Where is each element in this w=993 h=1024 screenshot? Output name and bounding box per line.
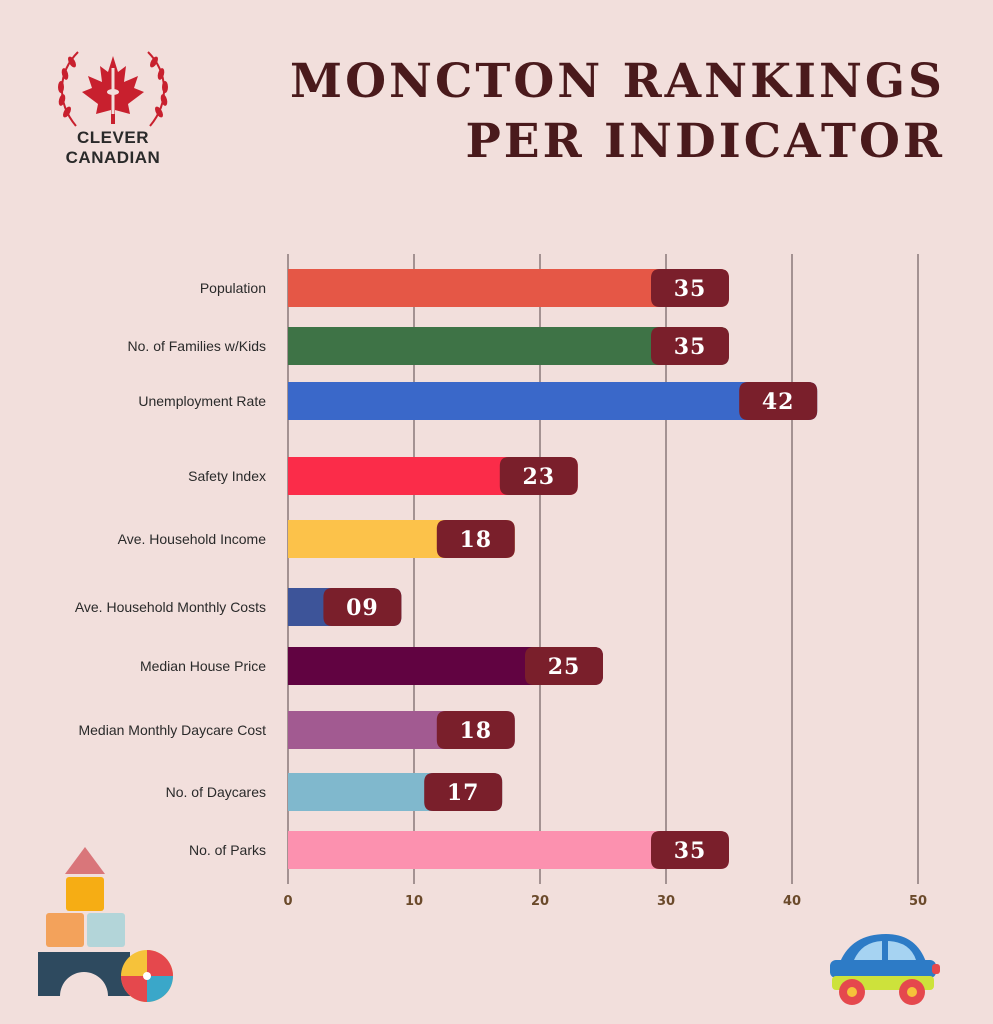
x-tick-label: 40	[783, 894, 801, 909]
value-badge	[424, 773, 503, 811]
category-label: No. of Parks	[189, 842, 266, 858]
category-label: Population	[200, 280, 266, 296]
value-badge	[651, 327, 729, 365]
data-label: 35	[674, 334, 707, 360]
value-badge	[323, 588, 402, 626]
bars-layer	[288, 269, 818, 869]
value-badge	[739, 382, 818, 420]
toy-car-icon	[830, 934, 940, 1005]
bar	[288, 647, 603, 685]
toy-blocks-icon	[38, 847, 173, 1002]
title-line1: MONCTON RANKINGS	[290, 54, 945, 109]
bar	[288, 269, 729, 307]
maple-leaf-laurel-icon	[58, 51, 168, 127]
data-label: 35	[674, 838, 707, 864]
category-label: Median House Price	[140, 658, 266, 674]
data-label: 42	[762, 389, 795, 415]
data-label: 23	[522, 464, 555, 490]
data-label: 25	[548, 654, 581, 680]
data-label: 18	[459, 527, 492, 553]
category-label: No. of Daycares	[166, 784, 266, 800]
data-label: 18	[459, 718, 492, 744]
category-label: Ave. Household Monthly Costs	[75, 599, 266, 615]
value-badge	[436, 711, 515, 749]
value-badge	[499, 457, 578, 495]
ticks-layer: 0 10 20 30 40 50	[283, 894, 927, 909]
bar	[288, 327, 729, 365]
title-line2: PER INDICATOR	[465, 114, 945, 169]
x-tick-label: 20	[531, 894, 549, 909]
data-label: 35	[674, 276, 707, 302]
value-badge	[651, 269, 729, 307]
value-badge	[651, 831, 729, 869]
category-label: Median Monthly Daycare Cost	[78, 722, 266, 738]
data-label: 09	[346, 595, 379, 621]
page-title: MONCTON RANKINGS PER INDICATOR	[290, 52, 945, 172]
value-badge	[436, 520, 515, 558]
x-tick-label: 0	[283, 894, 292, 909]
category-label: Safety Index	[188, 468, 266, 484]
x-tick-label: 10	[405, 894, 423, 909]
clever-canadian-logo: CLEVER CANADIAN	[48, 42, 178, 172]
value-badge	[525, 647, 603, 685]
brand-line1: CLEVER	[77, 128, 149, 147]
category-label: No. of Families w/Kids	[128, 338, 266, 354]
category-label: Ave. Household Income	[118, 531, 267, 547]
bar	[288, 382, 818, 420]
x-tick-label: 50	[909, 894, 927, 909]
x-tick-label: 30	[657, 894, 675, 909]
labels-layer: 35 Population 35 No. of Families w/Kids 42 Un…	[75, 276, 795, 864]
data-label: 17	[447, 780, 480, 806]
brand-line2: CANADIAN	[65, 148, 161, 167]
category-label: Unemployment Rate	[138, 393, 266, 409]
bar	[288, 831, 729, 869]
